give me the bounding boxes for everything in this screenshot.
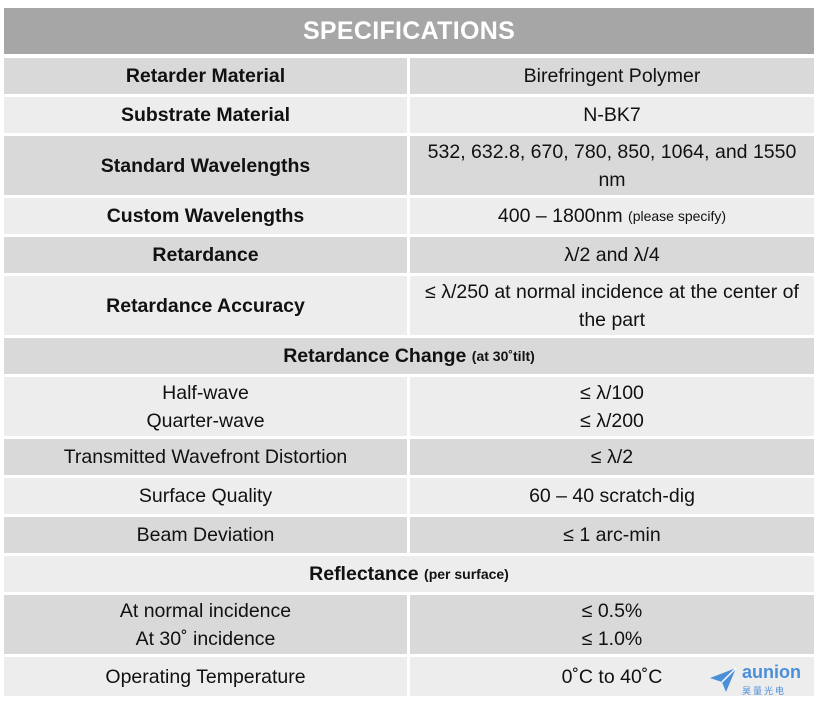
section-title: Retardance Change: [283, 345, 467, 367]
table-row: Retardance Accuracy ≤ λ/250 at normal in…: [4, 276, 814, 338]
value-note: (please specify): [628, 208, 727, 224]
table-row: Substrate Material N-BK7: [4, 97, 814, 136]
logo-mark-icon: [710, 667, 737, 692]
row-value: 400 – 1800nm (please specify): [410, 198, 814, 234]
row-value: 0˚C to 40˚C: [561, 665, 663, 688]
table-row: Surface Quality 60 – 40 scratch-dig: [4, 478, 814, 517]
page-title: SPECIFICATIONS: [4, 8, 814, 54]
row-value: ≤ 1 arc-min: [563, 524, 661, 546]
label-line: Quarter-wave: [146, 409, 265, 432]
row-label: Retardance: [4, 237, 410, 273]
row-label: Retarder Material: [4, 58, 410, 94]
row-value: 532, 632.8, 670, 780, 850, 1064, and 155…: [427, 140, 797, 191]
spec-table: Retarder Material Birefringent Polymer S…: [4, 58, 814, 696]
label-line: Half-wave: [162, 381, 249, 404]
row-label: Surface Quality: [4, 478, 410, 514]
logo-subtitle: 昊量光电: [742, 686, 787, 696]
aunion-logo: aunion 昊量光电: [708, 662, 808, 698]
value-line: ≤ λ/200: [580, 409, 644, 432]
section-header-row: Retardance Change (at 30˚tilt): [4, 338, 814, 377]
table-row: At normal incidence At 30˚ incidence ≤ 0…: [4, 595, 814, 657]
row-value: Birefringent Polymer: [523, 65, 701, 87]
table-row: Half-wave Quarter-wave ≤ λ/100 ≤ λ/200: [4, 377, 814, 439]
value-line: ≤ 1.0%: [581, 627, 643, 650]
value-line: ≤ 0.5%: [581, 599, 643, 622]
row-value: 60 – 40 scratch-dig: [529, 485, 695, 507]
row-value: λ/2 and λ/4: [564, 244, 660, 266]
label-line: At 30˚ incidence: [135, 627, 276, 650]
section-note: (per surface): [424, 566, 509, 582]
section-title: Reflectance: [309, 563, 419, 585]
label-line: At normal incidence: [119, 599, 292, 622]
row-label: Half-wave Quarter-wave: [4, 377, 410, 436]
row-value: N-BK7: [583, 104, 641, 126]
logo-name: aunion: [742, 662, 801, 682]
section-header: Retardance Change (at 30˚tilt): [4, 338, 814, 374]
table-row: Transmitted Wavefront Distortion ≤ λ/2: [4, 439, 814, 478]
table-row: Retardance λ/2 and λ/4: [4, 237, 814, 276]
row-label: Custom Wavelengths: [4, 198, 410, 234]
table-row: Custom Wavelengths 400 – 1800nm (please …: [4, 198, 814, 237]
table-row: Retarder Material Birefringent Polymer: [4, 58, 814, 97]
row-value: ≤ λ/100 ≤ λ/200: [410, 377, 814, 436]
row-label: Retardance Accuracy: [4, 276, 410, 335]
row-label: Beam Deviation: [4, 517, 410, 553]
section-header-row: Reflectance (per surface): [4, 556, 814, 595]
row-value: ≤ λ/250 at normal incidence at the cente…: [425, 280, 799, 331]
row-label: Standard Wavelengths: [4, 136, 410, 195]
section-header: Reflectance (per surface): [4, 556, 814, 592]
table-row: Beam Deviation ≤ 1 arc-min: [4, 517, 814, 556]
table-row: Operating Temperature 0˚C to 40˚C: [4, 657, 814, 696]
row-value: ≤ λ/2: [590, 446, 634, 468]
row-label: Operating Temperature: [4, 657, 410, 696]
value-line: ≤ λ/100: [580, 381, 644, 404]
row-label: Transmitted Wavefront Distortion: [4, 439, 410, 475]
section-note: (at 30˚tilt): [471, 348, 535, 364]
row-label: At normal incidence At 30˚ incidence: [4, 595, 410, 654]
table-row: Standard Wavelengths 532, 632.8, 670, 78…: [4, 136, 814, 198]
value-text: 400 – 1800nm: [497, 205, 623, 227]
row-value: ≤ 0.5% ≤ 1.0%: [410, 595, 814, 654]
row-label: Substrate Material: [4, 97, 410, 133]
